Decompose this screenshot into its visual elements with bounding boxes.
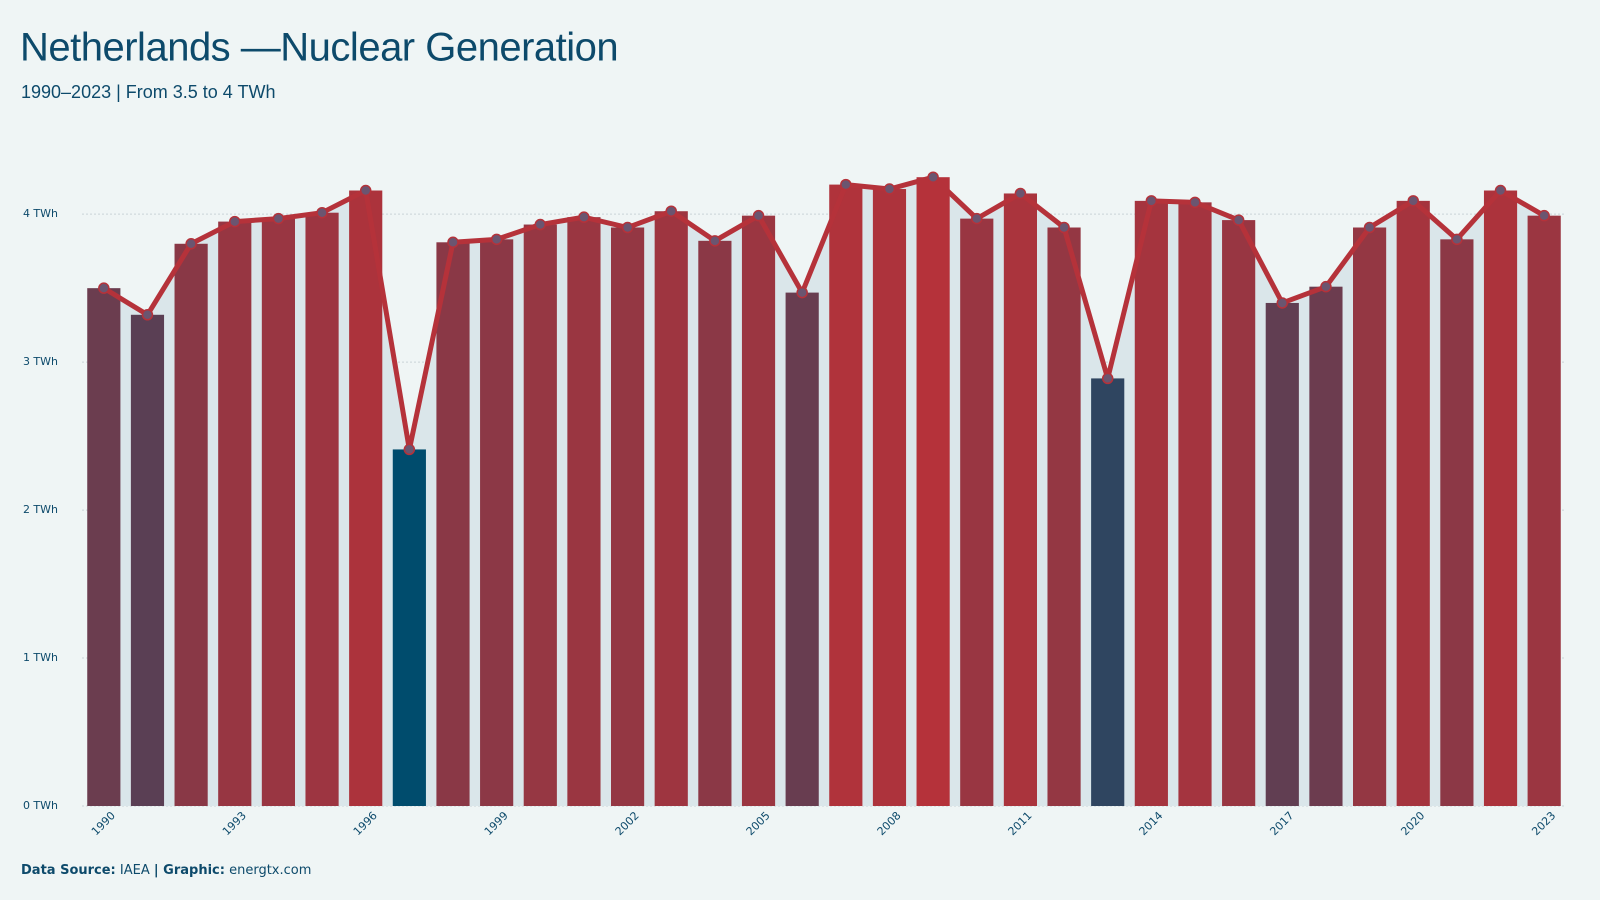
- marker: [971, 212, 983, 225]
- marker: [665, 205, 677, 217]
- y-tick-label: 1 TWh: [23, 651, 58, 664]
- marker: [229, 215, 241, 228]
- marker: [796, 286, 808, 299]
- bar: [916, 177, 950, 806]
- marker: [447, 236, 459, 249]
- footer-source-label: Data Source:: [21, 863, 116, 878]
- line: [102, 174, 1546, 452]
- marker: [185, 238, 197, 250]
- bar: [611, 227, 645, 806]
- marker: [1058, 221, 1070, 234]
- bar: [436, 242, 470, 806]
- marker: [621, 221, 634, 234]
- marker: [316, 206, 328, 219]
- marker: [490, 233, 503, 246]
- marker: [359, 184, 372, 197]
- y-tick-label: 2 TWh: [23, 503, 58, 516]
- marker: [927, 171, 939, 183]
- bar: [1440, 239, 1474, 806]
- marker: [1538, 209, 1550, 222]
- marker: [1145, 195, 1158, 207]
- y-tick-label: 0 TWh: [23, 799, 58, 812]
- marker: [272, 212, 285, 225]
- bar: [305, 212, 339, 806]
- marker: [1101, 372, 1114, 385]
- marker: [1320, 280, 1332, 293]
- bar: [480, 239, 514, 806]
- marker: [141, 309, 154, 321]
- marker: [98, 282, 110, 294]
- bar: [1047, 227, 1081, 806]
- marker: [403, 443, 416, 456]
- marker: [1494, 184, 1507, 197]
- bar: [741, 215, 776, 806]
- bar: [523, 224, 557, 806]
- chart-subtitle: 1990–2023 | From 3.5 to 4 TWh: [21, 82, 276, 102]
- bar: [174, 243, 208, 807]
- bar: [1309, 286, 1343, 806]
- marker: [1014, 187, 1027, 200]
- marker: [709, 235, 721, 247]
- footer-graphic-label: | Graphic:: [154, 863, 225, 878]
- marker: [1407, 195, 1419, 207]
- bar: [1396, 200, 1430, 806]
- bar: [261, 218, 295, 806]
- bar: [1178, 202, 1212, 806]
- bar: [1222, 220, 1256, 807]
- footer: Data Source: IAEA | Graphic: energtx.com: [21, 863, 311, 878]
- bar: [1134, 200, 1168, 806]
- bar: [1003, 193, 1037, 806]
- marker: [1276, 297, 1289, 309]
- bar: [392, 449, 426, 806]
- marker: [840, 178, 852, 191]
- bar: [87, 288, 121, 807]
- marker: [752, 209, 765, 222]
- y-tick-label: 3 TWh: [23, 355, 58, 368]
- bar: [654, 211, 688, 807]
- footer-source: IAEA: [120, 863, 150, 878]
- bar: [872, 189, 907, 806]
- footer-graphic: energtx.com: [229, 863, 311, 878]
- bar: [698, 240, 732, 807]
- bar: [130, 314, 165, 806]
- bar: [1483, 190, 1518, 806]
- bar: [218, 221, 252, 807]
- chart-title: Netherlands —Nuclear Generation: [20, 26, 618, 70]
- bar: [1091, 378, 1125, 806]
- marker: [1189, 196, 1201, 209]
- bar: [829, 184, 863, 806]
- bar: [567, 217, 601, 806]
- bar: [1353, 227, 1387, 806]
- bar: [960, 218, 994, 806]
- y-tick-label: 4 TWh: [23, 207, 58, 220]
- bar: [785, 292, 819, 806]
- bar: [1527, 215, 1561, 806]
- marker: [1451, 233, 1463, 246]
- marker: [578, 211, 590, 223]
- bar: [1265, 302, 1299, 806]
- marker: [1363, 221, 1376, 234]
- marker: [1232, 214, 1245, 226]
- marker: [883, 183, 896, 195]
- bar: [349, 190, 383, 806]
- marker: [534, 218, 547, 231]
